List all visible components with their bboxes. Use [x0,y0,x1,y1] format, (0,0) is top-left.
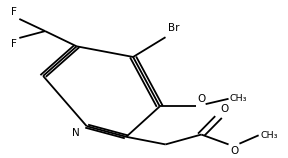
Text: O: O [197,94,205,104]
Text: O: O [220,104,228,114]
Text: CH₃: CH₃ [230,94,247,103]
Text: O: O [230,146,238,156]
Text: CH₃: CH₃ [260,131,278,140]
Text: Br: Br [168,23,180,33]
Text: N: N [72,128,79,138]
Text: F: F [11,7,16,17]
Text: F: F [11,40,16,49]
